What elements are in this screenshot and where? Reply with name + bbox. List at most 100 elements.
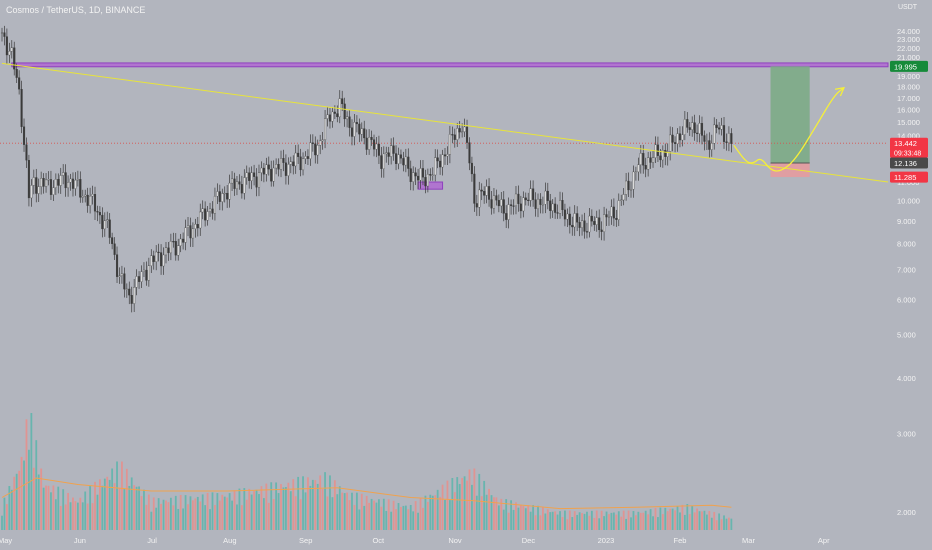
candle-body — [96, 211, 99, 213]
candle-body — [228, 182, 231, 200]
price-label-value: 19.995 — [894, 62, 917, 71]
volume-bar — [240, 505, 243, 530]
candle-body — [490, 199, 493, 209]
currency-label: USDT — [898, 4, 918, 11]
volume-bar — [713, 511, 716, 530]
projection-path — [733, 87, 845, 172]
volume-bar — [216, 493, 219, 530]
volume-bar — [35, 440, 38, 530]
candle-body — [47, 179, 50, 181]
candle-body — [49, 179, 53, 195]
candle-body — [101, 214, 104, 230]
candle-body — [439, 160, 442, 168]
candle-body — [458, 128, 461, 133]
candle-body — [426, 174, 429, 187]
volume-bar — [705, 514, 708, 530]
volume-bar — [184, 495, 187, 530]
candle-body — [123, 273, 126, 290]
volume-bar — [424, 495, 427, 530]
volume-bar — [701, 511, 703, 530]
volume-bar — [282, 487, 285, 530]
volume-bar — [659, 507, 662, 530]
candle-body — [590, 215, 593, 222]
candle-body — [15, 68, 18, 78]
candle-body — [637, 164, 640, 173]
candle-body — [365, 137, 368, 150]
candle-body — [488, 186, 491, 200]
candle-body — [725, 141, 728, 143]
target-zone — [770, 66, 810, 163]
volume-bar — [32, 467, 35, 530]
candle-body — [595, 217, 598, 225]
y-tick-label: 6.000 — [897, 295, 916, 304]
candle-body — [554, 203, 557, 213]
candle-body — [483, 191, 486, 196]
volume-bar — [255, 489, 258, 530]
candle-body — [505, 213, 508, 220]
candle-body — [138, 276, 141, 282]
volume-bar — [375, 502, 378, 530]
volume-bar — [390, 511, 393, 530]
candle-body — [40, 178, 43, 187]
volume-bar — [576, 514, 579, 530]
volume-bar — [652, 516, 654, 530]
candle-body — [196, 224, 199, 229]
volume-bar — [238, 488, 241, 530]
candle-body — [700, 123, 704, 136]
candle-body — [441, 154, 444, 168]
candle-body — [497, 200, 500, 207]
volume-bar — [13, 476, 16, 530]
volume-ma-line — [1, 477, 732, 510]
volume-bar — [551, 511, 554, 530]
price-label-value: 13.442 — [894, 139, 917, 148]
candle-body — [588, 215, 591, 233]
candle-body — [634, 171, 637, 173]
candle-body — [372, 139, 376, 150]
candle-body — [128, 288, 131, 296]
volume-bar — [101, 485, 104, 530]
volume-bar — [510, 500, 512, 530]
x-axis: May Jun Jul Aug Sep Oct Nov Dec 2023 Feb Mar Apr — [0, 536, 830, 545]
volume-bar — [612, 512, 615, 530]
volume-bar — [280, 484, 282, 530]
volume-bar — [331, 497, 334, 530]
candle-body — [22, 126, 26, 145]
volume-bar — [639, 512, 642, 530]
volume-bar — [189, 496, 192, 530]
candle-body — [309, 142, 312, 159]
candle-body — [201, 208, 204, 213]
candle-body — [52, 187, 55, 195]
volume-bar — [505, 499, 508, 530]
candle-body — [167, 247, 170, 254]
candle-body — [284, 162, 287, 176]
volume-bar — [214, 504, 216, 530]
volume-bar — [360, 493, 363, 530]
candle-body — [368, 137, 371, 150]
volume-bar — [196, 496, 199, 530]
volume-bar — [581, 513, 583, 530]
candle-body — [722, 125, 726, 142]
volume-bar — [490, 495, 493, 530]
volume-bar — [343, 493, 346, 530]
candle-body — [108, 219, 111, 238]
candle-body — [341, 98, 344, 105]
volume-bar — [620, 516, 623, 530]
candle-body — [651, 157, 655, 163]
volume-bar — [265, 483, 268, 530]
y-tick-label: 7.000 — [897, 266, 916, 275]
volume-bar — [370, 498, 373, 530]
volume-bar — [299, 499, 302, 530]
candle-body — [67, 182, 70, 189]
volume-bar — [174, 495, 177, 530]
candle-body — [294, 152, 297, 167]
candle-body — [718, 127, 721, 130]
candle-body — [380, 155, 383, 169]
volume-bar — [478, 473, 481, 530]
volume-bar — [524, 508, 527, 530]
candle-body — [517, 193, 520, 204]
candle-body — [106, 219, 109, 221]
candle-body — [45, 179, 48, 187]
candle-body — [248, 172, 251, 181]
candle-body — [199, 211, 202, 229]
